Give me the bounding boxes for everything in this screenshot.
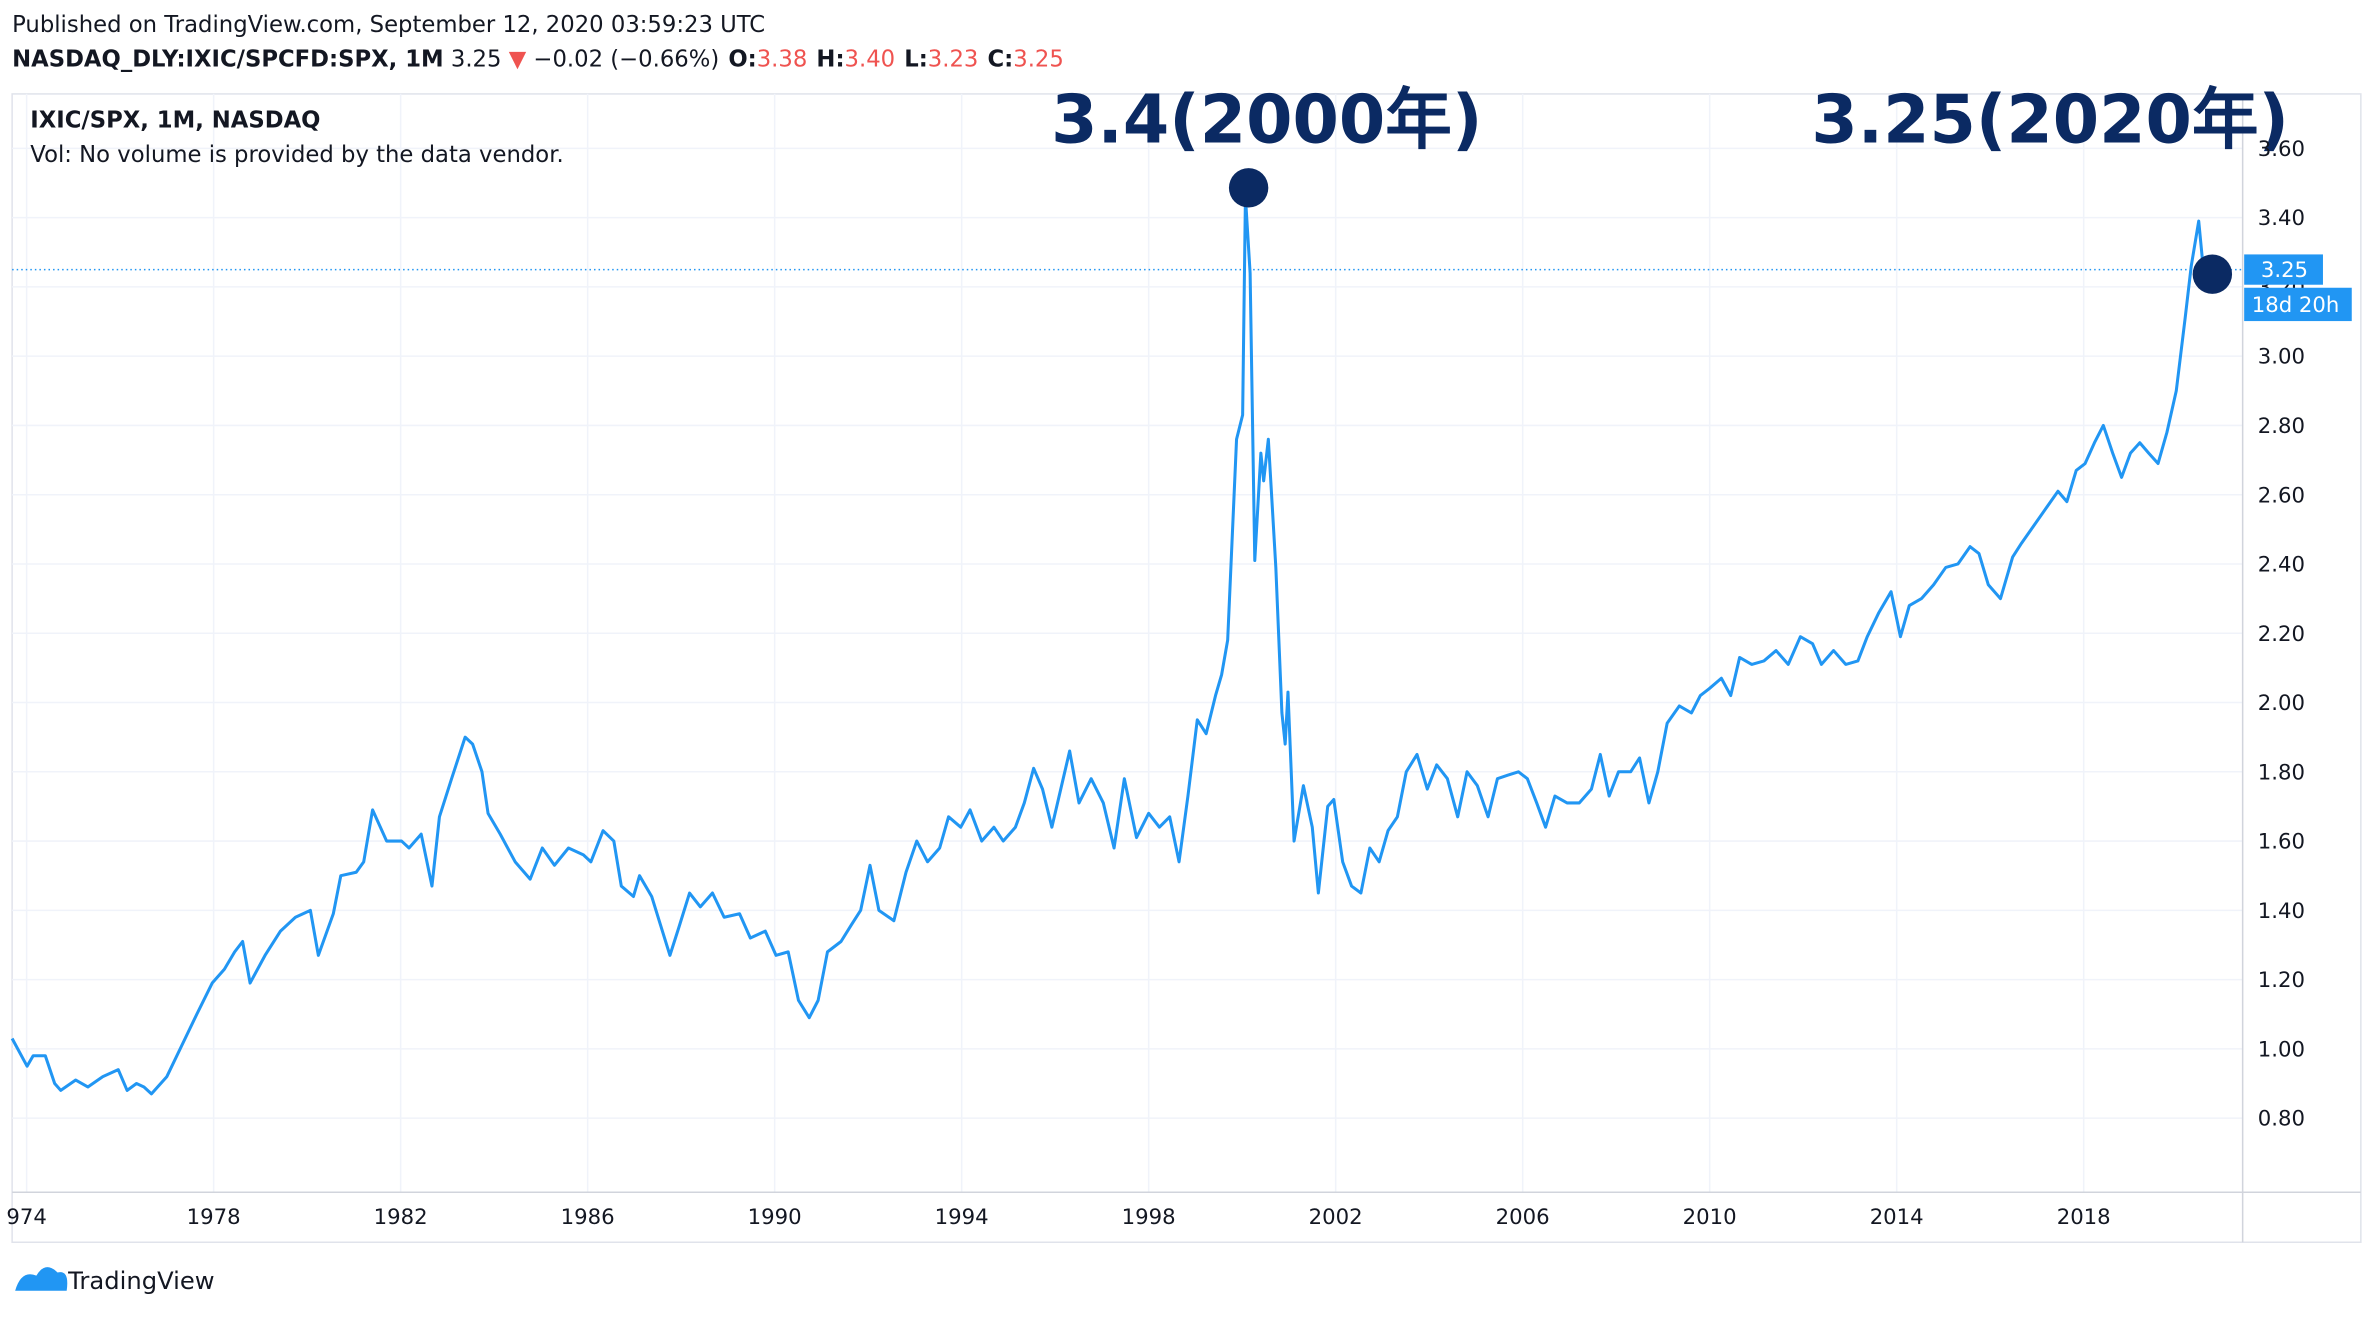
countdown-tag — [2244, 287, 2352, 322]
logo — [15, 1267, 68, 1291]
legend-subtitle: Vol: No volume is provided by the data v… — [30, 142, 563, 168]
ohlc-value: 3.23 — [928, 47, 979, 73]
legend-title: IXIC/SPX, 1M, NASDAQ — [30, 107, 320, 133]
y-tick-label: 2.20 — [2258, 622, 2305, 647]
y-tick-label: 2.60 — [2258, 483, 2305, 508]
x-tick-label: 1994 — [935, 1205, 989, 1230]
annotation: 3.25(2020年) — [1811, 80, 2289, 158]
symbol-line: NASDAQ_DLY:IXIC/SPCFD:SPX, 1M 3.25 ▼ −0.… — [12, 47, 1064, 73]
y-tick-label: 2.40 — [2258, 553, 2305, 578]
ohlc-key: L: — [904, 47, 928, 73]
y-tick-label: 1.20 — [2258, 968, 2305, 993]
ohlc-key: C: — [987, 47, 1013, 73]
y-tick-label: 3.60 — [2258, 137, 2305, 162]
change: −0.02 (−0.66%) — [533, 47, 719, 73]
last-price: 3.25 — [451, 47, 502, 73]
ohlc-key: H: — [816, 47, 844, 73]
annotation-dot — [2192, 254, 2233, 294]
x-tick-label: 974 — [6, 1205, 46, 1230]
y-tick-label: 1.40 — [2258, 899, 2305, 924]
down-arrow: ▼ — [509, 47, 527, 73]
x-tick-label: 1978 — [187, 1205, 241, 1230]
ohlc: O:3.38 H:3.40 L:3.23 C:3.25 — [728, 47, 1064, 73]
line-series — [10, 195, 2205, 1096]
x-tick-label: 1986 — [561, 1205, 615, 1230]
ohlc-value: 3.38 — [757, 47, 808, 73]
y-tick-label: 0.80 — [2258, 1107, 2305, 1132]
x-tick-label: 1982 — [374, 1205, 428, 1230]
brand: TradingView — [67, 1266, 214, 1295]
y-tick-label: 2.00 — [2258, 691, 2305, 716]
x-tick-label: 1998 — [1122, 1205, 1176, 1230]
y-tick-label: 2.80 — [2258, 414, 2305, 439]
grid — [12, 93, 2243, 1193]
x-tick-label: 2006 — [1496, 1205, 1550, 1230]
annotation-dot — [1228, 168, 1269, 208]
y-tick-label: 1.60 — [2258, 830, 2305, 855]
symbol: NASDAQ_DLY:IXIC/SPCFD:SPX, 1M — [12, 47, 444, 73]
ohlc-value: 3.25 — [1013, 47, 1064, 73]
x-tick-label: 2010 — [1683, 1205, 1737, 1230]
annotation: 3.4(2000年) — [1051, 80, 1482, 158]
ohlc-value: 3.40 — [845, 47, 896, 73]
x-tick-label: 2002 — [1309, 1205, 1363, 1230]
x-tick-label: 2018 — [2057, 1205, 2111, 1230]
plot — [10, 195, 2243, 1096]
price-tag — [2244, 254, 2323, 285]
ohlc-key: O: — [728, 47, 756, 73]
x-tick-label: 2014 — [1870, 1205, 1924, 1230]
x-tick-label: 1990 — [748, 1205, 802, 1230]
countdown-label: 18d 20h — [2252, 293, 2340, 318]
y-tick-label: 3.00 — [2258, 345, 2305, 370]
chart-frame — [11, 93, 2362, 1244]
price-tag-label: 3.25 — [2261, 258, 2308, 283]
y-tick-label: 1.00 — [2258, 1037, 2305, 1062]
published-line: Published on TradingView.com, September … — [12, 12, 765, 38]
y-tick-label: 3.40 — [2258, 206, 2305, 231]
y-tick-label: 1.80 — [2258, 760, 2305, 785]
